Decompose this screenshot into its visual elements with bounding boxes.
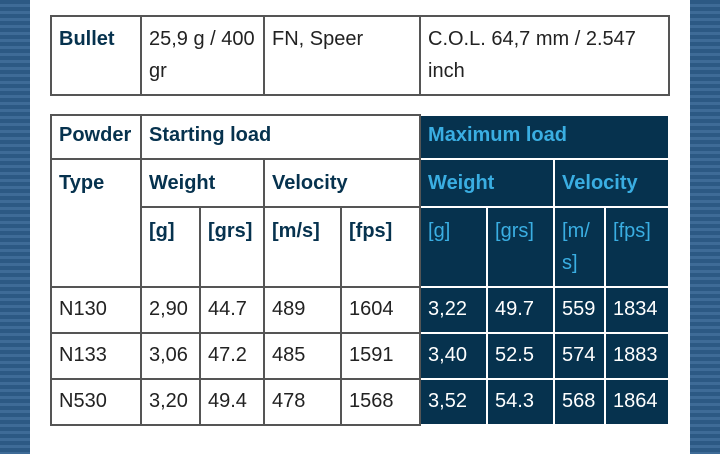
max-velocity-header: Velocity — [553, 158, 671, 208]
load-table: Powder Starting load Maximum load Type W… — [50, 114, 671, 426]
max-weight-header: Weight — [419, 158, 556, 208]
starting-value: 2,90 — [140, 286, 201, 334]
starting-value: 47.2 — [199, 332, 265, 380]
starting-value: 1568 — [339, 378, 422, 426]
maximum-value: 3,40 — [419, 332, 489, 380]
unit-ms: [m/s] — [263, 206, 342, 288]
powder-header: Powder — [50, 114, 142, 160]
start-velocity-header: Velocity — [262, 158, 422, 208]
starting-value: 485 — [263, 332, 342, 380]
unit-g: [g] — [140, 206, 201, 288]
maximum-value: 1883 — [604, 332, 671, 380]
powder-name: N133 — [50, 332, 142, 380]
starting-value: 49.4 — [199, 378, 265, 426]
bullet-weight: 25,9 g / 400 gr — [140, 15, 265, 96]
powder-name: N130 — [50, 286, 142, 334]
maximum-value: 49.7 — [486, 286, 556, 334]
right-stripe-border — [690, 0, 720, 454]
maximum-value: 1834 — [604, 286, 671, 334]
starting-value: 489 — [263, 286, 342, 334]
maximum-value: 1864 — [604, 378, 671, 426]
left-stripe-border — [0, 0, 30, 454]
max-unit-ms: [m/s] — [553, 206, 607, 288]
table-row: N133 3,06 47.2 485 1591 3,40 52.5 574 1883 — [50, 332, 671, 380]
starting-value: 1591 — [339, 332, 422, 380]
starting-value: 44.7 — [199, 286, 265, 334]
bullet-label: Bullet — [50, 15, 142, 96]
starting-value: 3,06 — [140, 332, 201, 380]
maximum-load-header: Maximum load — [419, 114, 671, 160]
unit-grs: [grs] — [199, 206, 265, 288]
max-unit-grs: [grs] — [486, 206, 556, 288]
unit-fps: [fps] — [339, 206, 422, 288]
starting-load-header: Starting load — [139, 114, 422, 160]
starting-value: 3,20 — [140, 378, 201, 426]
table-row: N130 2,90 44.7 489 1604 3,22 49.7 559 1834 — [50, 286, 671, 334]
maximum-value: 574 — [553, 332, 607, 380]
start-weight-header: Weight — [140, 158, 265, 208]
table-row: N530 3,20 49.4 478 1568 3,52 54.3 568 1864 — [50, 378, 671, 426]
maximum-value: 3,22 — [419, 286, 489, 334]
bullet-type: FN, Speer — [263, 15, 421, 96]
type-header: Type — [50, 158, 142, 288]
starting-value: 1604 — [339, 286, 422, 334]
bullet-col: C.O.L. 64,7 mm / 2.547 inch — [419, 15, 670, 96]
maximum-value: 559 — [553, 286, 607, 334]
maximum-value: 54.3 — [486, 378, 556, 426]
max-unit-g: [g] — [419, 206, 489, 288]
starting-value: 478 — [263, 378, 342, 426]
bullet-table: Bullet 25,9 g / 400 gr FN, Speer C.O.L. … — [50, 15, 670, 96]
maximum-value: 3,52 — [419, 378, 489, 426]
maximum-value: 568 — [553, 378, 607, 426]
maximum-value: 52.5 — [486, 332, 556, 380]
max-unit-fps: [fps] — [604, 206, 671, 288]
powder-name: N530 — [50, 378, 142, 426]
